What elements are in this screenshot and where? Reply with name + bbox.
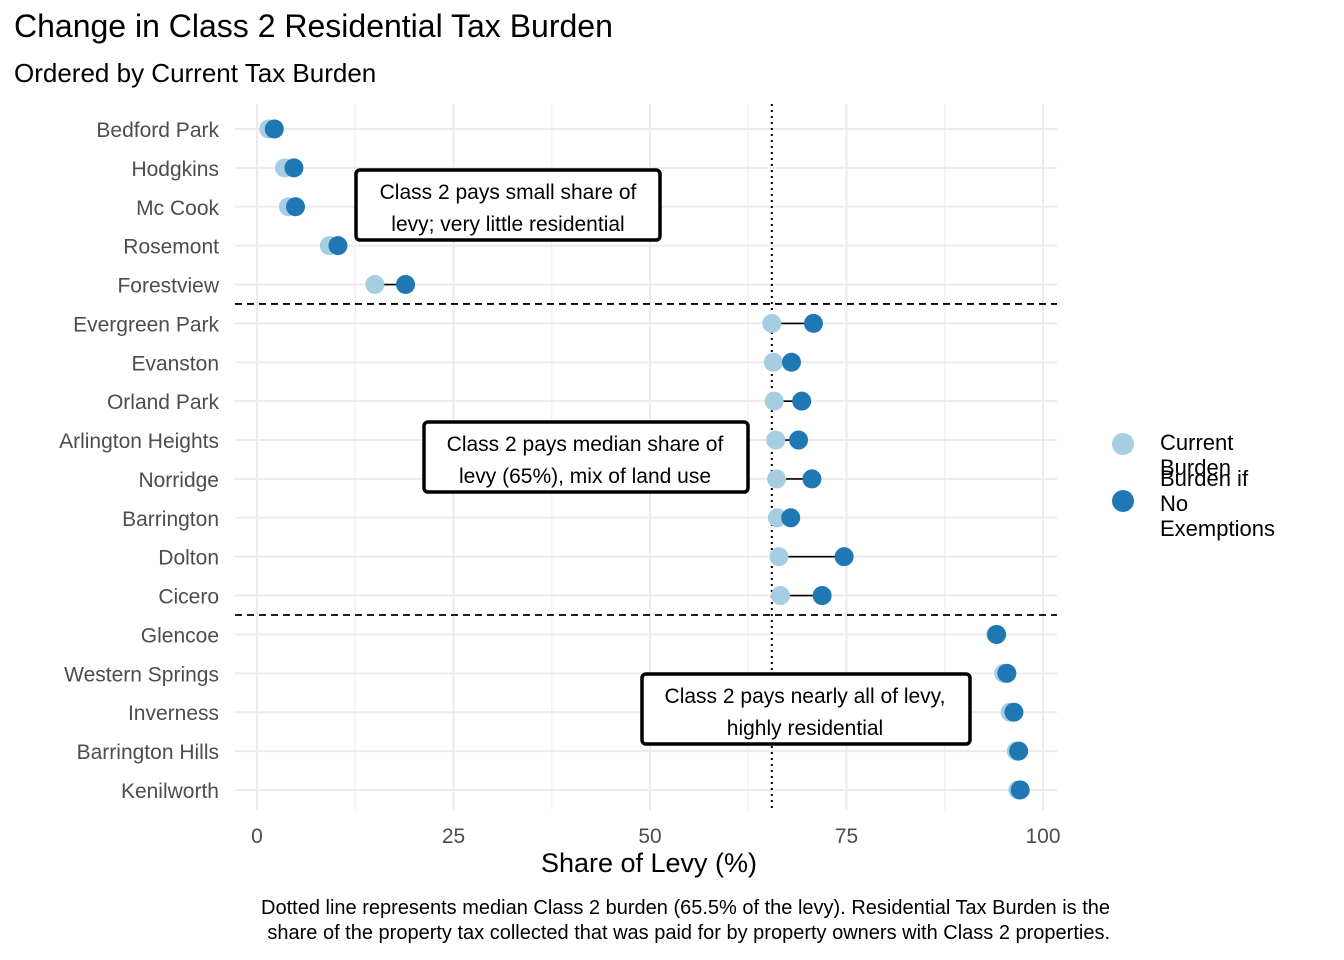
annotation-box	[422, 420, 750, 494]
y-tick-label: Dolton	[158, 547, 219, 570]
annotation-text: Class 2 pays small share of	[380, 181, 637, 204]
point-current-burden	[770, 586, 790, 606]
y-tick-label: Cicero	[158, 586, 219, 609]
point-no-exemptions	[1009, 741, 1029, 761]
annotation-text: levy (65%), mix of land use	[459, 465, 711, 488]
point-no-exemptions	[781, 508, 801, 528]
x-tick-label: 75	[835, 825, 858, 848]
x-tick-label: 25	[442, 825, 465, 848]
y-tick-label: Mc Cook	[136, 197, 219, 220]
point-no-exemptions	[987, 624, 1007, 644]
y-tick-label: Evanston	[131, 352, 219, 375]
y-tick-label: Hodgkins	[131, 158, 219, 181]
point-current-burden	[763, 352, 783, 372]
chart-title: Change in Class 2 Residential Tax Burden	[14, 8, 613, 44]
point-no-exemptions	[781, 352, 801, 372]
y-tick-label: Evergreen Park	[73, 313, 219, 336]
point-no-exemptions	[997, 663, 1017, 683]
y-tick-label: Forestview	[117, 275, 219, 298]
y-tick-label: Arlington Heights	[59, 430, 219, 453]
caption-line-1: Dotted line represents median Class 2 bu…	[261, 897, 1110, 919]
legend-label-no-exemptions: Burden if No Exemptions	[1160, 466, 1275, 541]
y-tick-label: Rosemont	[123, 236, 219, 259]
annotation-text: highly residential	[727, 717, 883, 740]
point-no-exemptions	[286, 197, 306, 217]
x-tick-label: 100	[1025, 825, 1060, 848]
point-current-burden	[769, 547, 789, 567]
point-no-exemptions	[802, 469, 822, 489]
x-tick-label: 0	[251, 825, 263, 848]
y-tick-label: Glencoe	[141, 624, 219, 647]
point-no-exemptions	[834, 547, 854, 567]
y-tick-label: Norridge	[138, 469, 219, 492]
point-no-exemptions	[1010, 780, 1030, 800]
point-no-exemptions	[396, 275, 416, 295]
y-tick-label: Orland Park	[107, 391, 220, 414]
chart-subtitle: Ordered by Current Tax Burden	[14, 58, 377, 88]
annotation-box	[640, 672, 972, 746]
y-tick-label: Kenilworth	[121, 780, 219, 803]
chart-caption: Dotted line represents median Class 2 bu…	[20, 896, 1110, 946]
caption-line-2: share of the property tax collected that…	[267, 922, 1110, 944]
annotation-text: levy; very little residential	[391, 213, 624, 236]
point-current-burden	[365, 275, 385, 295]
annotation-box	[354, 168, 662, 242]
point-current-burden	[764, 391, 784, 411]
y-tick-label: Barrington Hills	[77, 741, 219, 764]
point-no-exemptions	[328, 236, 348, 256]
annotation-text: Class 2 pays nearly all of levy,	[665, 685, 946, 708]
point-current-burden	[767, 469, 787, 489]
point-current-burden	[766, 430, 786, 450]
point-no-exemptions	[1004, 702, 1024, 722]
legend-key-no-exemptions	[1112, 490, 1134, 512]
x-tick-label: 50	[638, 825, 661, 848]
point-current-burden	[767, 508, 787, 528]
point-no-exemptions	[789, 430, 809, 450]
annotation-text: Class 2 pays median share of	[447, 433, 724, 456]
point-current-burden	[762, 313, 782, 333]
legend-label-current: Current Burden	[1160, 430, 1234, 480]
point-no-exemptions	[803, 313, 823, 333]
point-no-exemptions	[792, 391, 812, 411]
y-tick-label: Barrington	[122, 508, 219, 531]
y-tick-label: Inverness	[128, 702, 219, 725]
point-no-exemptions	[812, 586, 832, 606]
point-no-exemptions	[264, 119, 284, 139]
x-axis-title: Share of Levy (%)	[540, 848, 758, 878]
y-tick-label: Bedford Park	[96, 119, 219, 142]
point-no-exemptions	[284, 158, 304, 178]
legend-key-current	[1112, 433, 1134, 455]
y-tick-label: Western Springs	[64, 663, 219, 686]
